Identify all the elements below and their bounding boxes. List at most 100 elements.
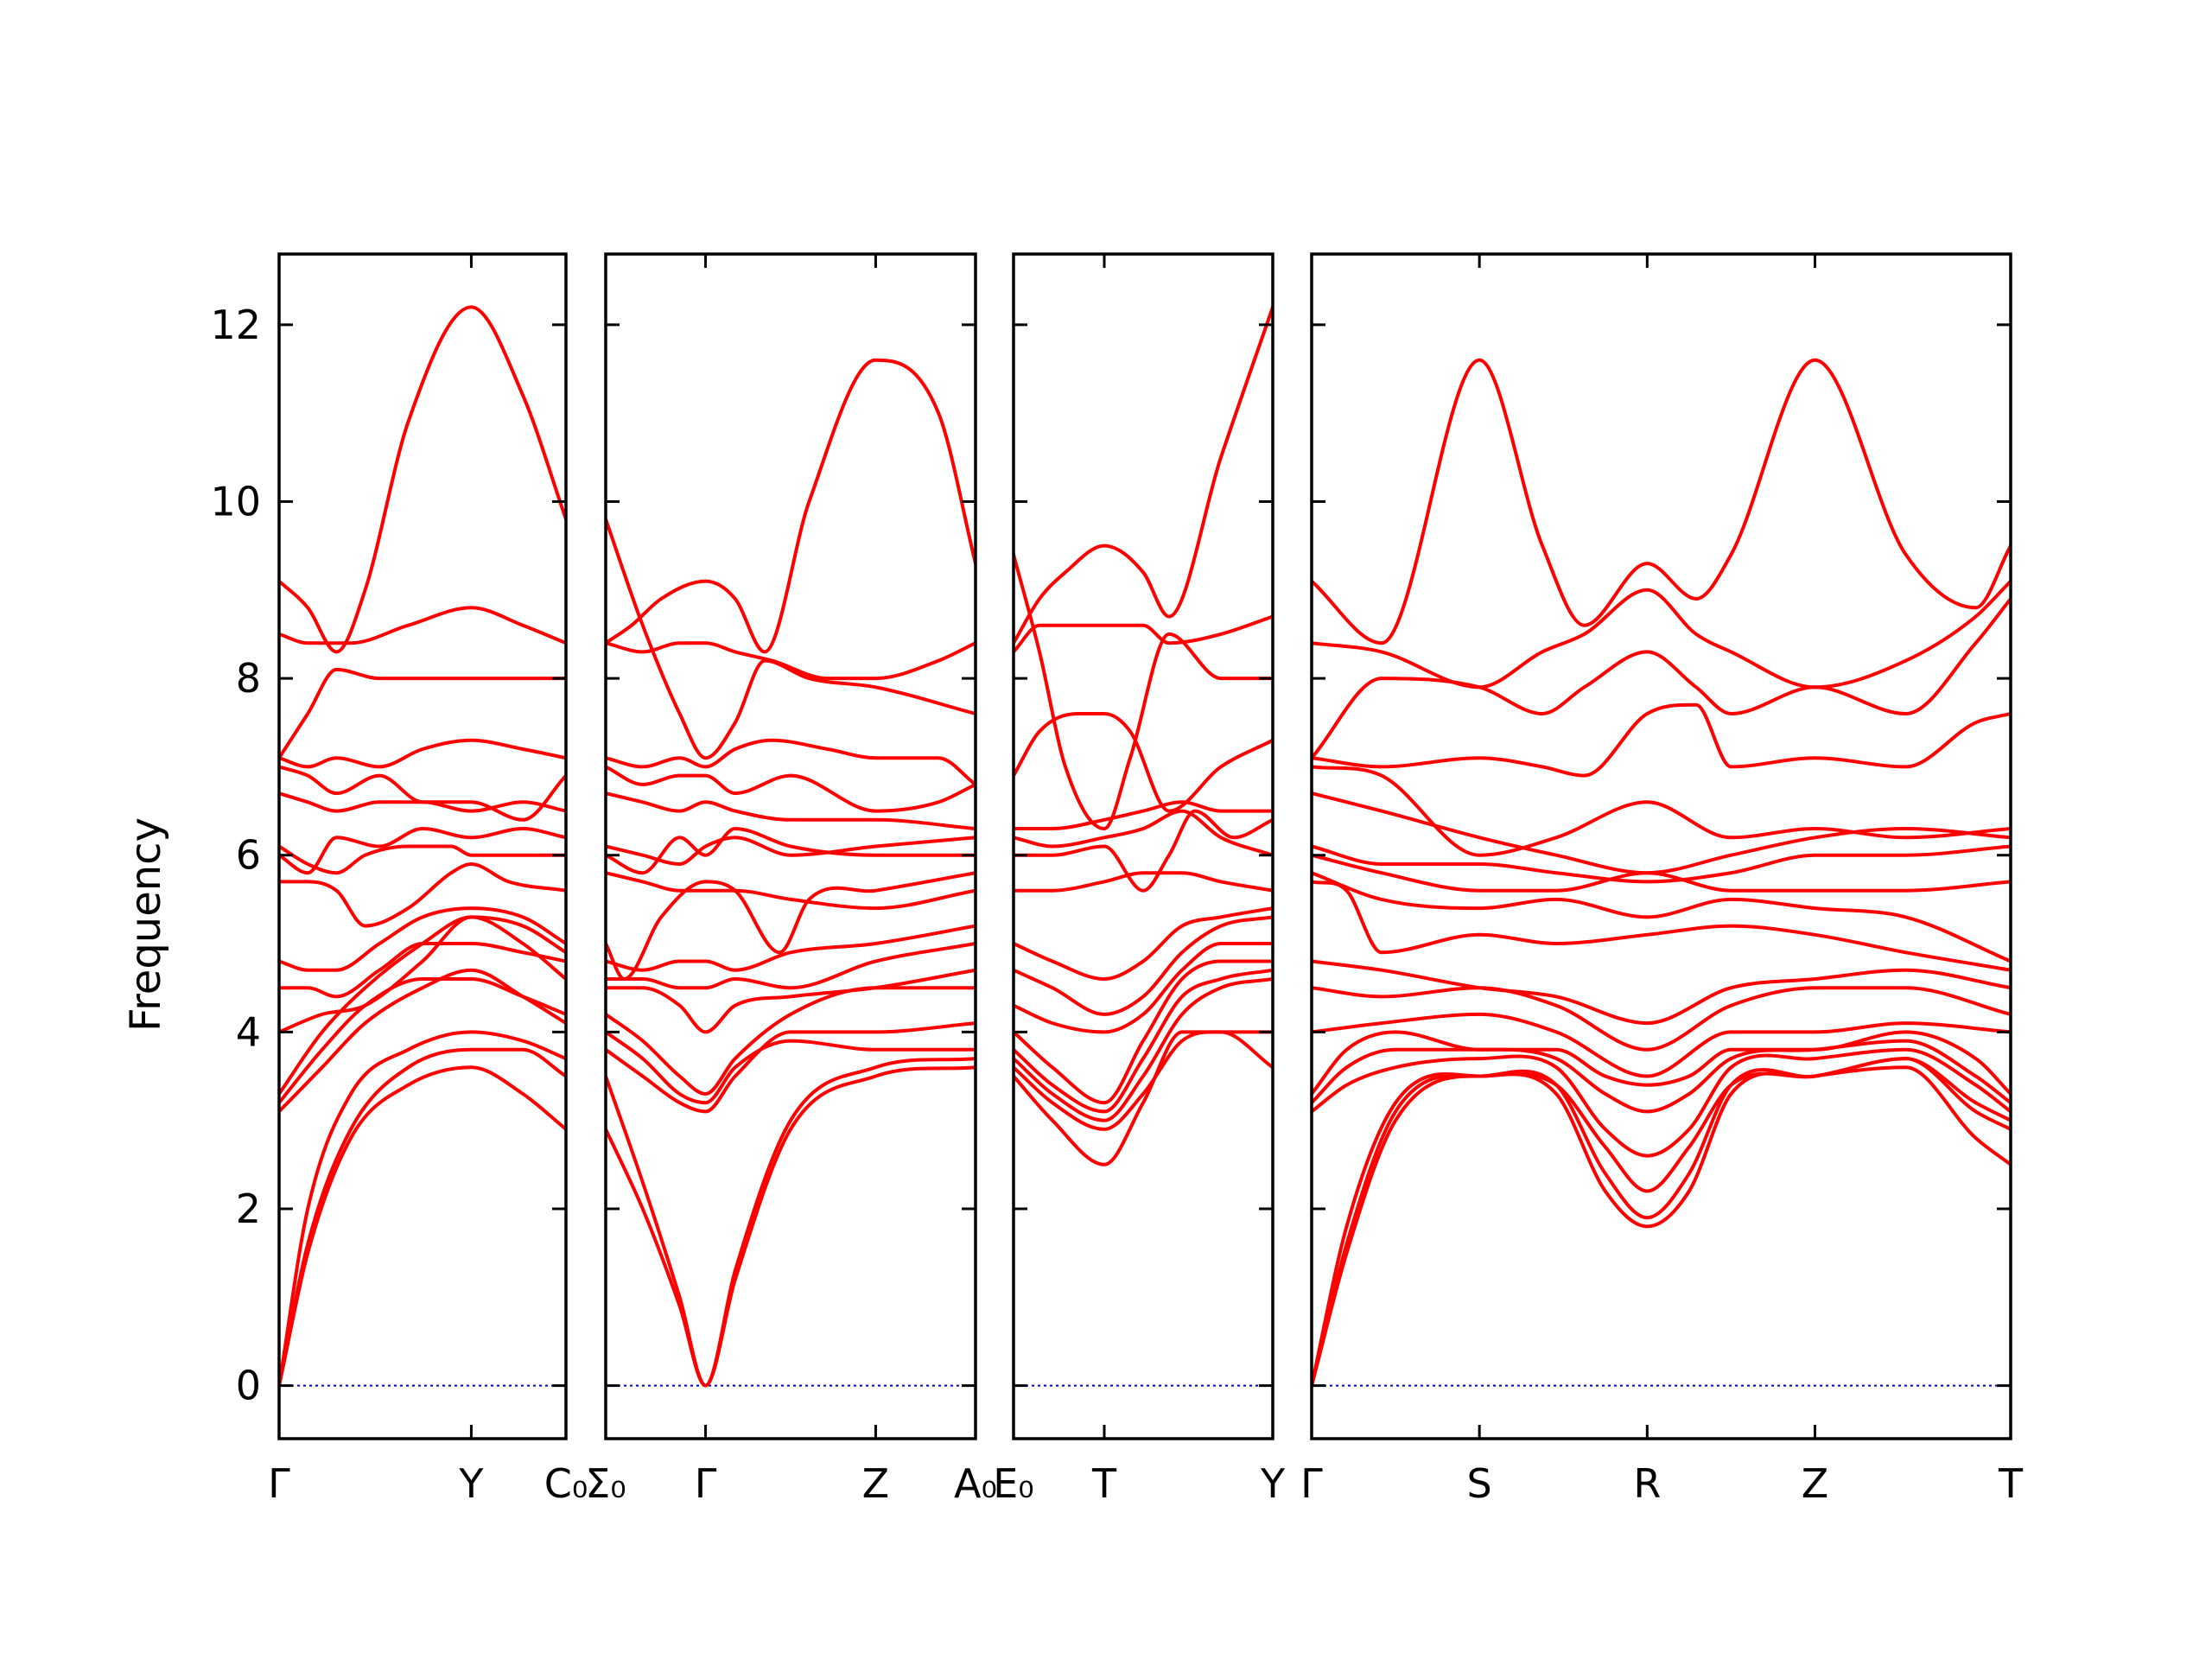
band-line-3 xyxy=(606,1021,976,1114)
band-line-4 xyxy=(1312,1047,2011,1158)
band-line-10 xyxy=(279,862,566,928)
band-line-5 xyxy=(1312,1039,2011,1114)
band-line-10 xyxy=(1014,809,1273,893)
panel-frame xyxy=(1012,252,1274,1440)
band-line-1 xyxy=(606,1065,976,1388)
bands xyxy=(1312,358,2011,1388)
panel-frame xyxy=(604,252,977,1440)
y-tick-label: 6 xyxy=(236,832,261,879)
band-line-11 xyxy=(279,844,566,875)
x-tick-label: S xyxy=(1467,1460,1492,1507)
band-line-15 xyxy=(606,738,976,786)
x-tick-label: Y xyxy=(1260,1460,1286,1507)
bands xyxy=(1014,305,1273,1166)
bands xyxy=(279,305,566,1388)
panel-2: Σ₀ Γ Z A₀ xyxy=(585,252,997,1507)
band-line-13 xyxy=(279,791,566,813)
band-line-10 xyxy=(606,871,976,911)
band-line-6 xyxy=(606,968,976,1034)
band-line-8 xyxy=(279,942,566,999)
band-line-13 xyxy=(1312,844,2011,884)
band-line-16 xyxy=(279,667,566,760)
band-line-3 xyxy=(279,1030,566,1388)
band-line-19 xyxy=(1312,358,2011,645)
band-line-14 xyxy=(1014,552,1273,830)
panel-frame xyxy=(277,252,568,1440)
band-line-16 xyxy=(606,517,976,760)
x-tick-label: E₀ xyxy=(993,1460,1034,1507)
x-tick-label: Z xyxy=(862,1460,890,1507)
band-line-12 xyxy=(279,827,566,875)
band-line-14 xyxy=(606,765,976,813)
band-line-9 xyxy=(606,871,976,981)
band-line-1 xyxy=(279,1065,566,1388)
band-line-16 xyxy=(1014,305,1273,645)
y-tick-label: 0 xyxy=(236,1363,261,1409)
x-tick-label: Γ xyxy=(268,1460,290,1507)
band-line-2 xyxy=(1014,1030,1273,1131)
band-line-17 xyxy=(279,606,566,645)
band-line-11 xyxy=(1014,809,1273,857)
band-line-1 xyxy=(1014,1030,1273,1166)
x-tick-label: A₀ xyxy=(954,1460,997,1507)
band-line-16 xyxy=(1312,702,2011,778)
band-line-5 xyxy=(279,977,566,1105)
band-line-11 xyxy=(1312,871,2011,963)
y-tick-label: 4 xyxy=(236,1008,261,1055)
band-line-15 xyxy=(1312,765,2011,857)
x-tick-label: R xyxy=(1633,1460,1661,1507)
band-line-7 xyxy=(606,942,976,990)
band-line-5 xyxy=(1014,959,1273,1105)
band-line-6 xyxy=(1312,1030,2011,1096)
band-line-18 xyxy=(1312,579,2011,690)
x-tick-label: T xyxy=(1091,1460,1117,1507)
bands xyxy=(606,358,976,1388)
band-line-8 xyxy=(606,924,976,972)
x-tick-label: Z xyxy=(1802,1460,1829,1507)
y-tick-label: 10 xyxy=(210,478,261,524)
band-line-3 xyxy=(1014,977,1273,1122)
band-line-2 xyxy=(279,1047,566,1388)
band-line-14 xyxy=(1312,791,2011,875)
x-tick-label: Σ₀ xyxy=(585,1460,626,1507)
x-tick-label: C₀ xyxy=(544,1460,588,1507)
band-line-9 xyxy=(1014,871,1273,893)
band-line-2 xyxy=(606,1057,976,1388)
band-line-3 xyxy=(1312,1057,2011,1388)
band-line-8 xyxy=(1014,906,1273,981)
x-tick-label: Γ xyxy=(1300,1460,1323,1507)
band-line-18 xyxy=(279,305,566,654)
band-line-9 xyxy=(1312,959,2011,1026)
band-line-13 xyxy=(606,791,976,830)
band-line-4 xyxy=(606,1030,976,1105)
band-line-8 xyxy=(1312,986,2011,1052)
panel-frame xyxy=(1310,252,2012,1440)
band-line-18 xyxy=(606,358,976,654)
band-line-15 xyxy=(1014,614,1273,654)
band-line-7 xyxy=(279,915,566,1034)
y-axis-title: Frequency xyxy=(122,817,170,1032)
y-tick-label: 2 xyxy=(236,1185,261,1232)
band-line-11 xyxy=(606,827,976,875)
band-line-9 xyxy=(279,906,566,972)
band-line-14 xyxy=(279,765,566,822)
x-tick-label: Y xyxy=(458,1460,484,1507)
band-line-6 xyxy=(1014,942,1273,1034)
panel-3: E₀ T Y xyxy=(993,252,1286,1507)
x-tick-label: Γ xyxy=(695,1460,717,1507)
band-line-13 xyxy=(1014,712,1273,813)
x-tick-label: T xyxy=(1998,1460,2024,1507)
band-line-1 xyxy=(1312,1065,2011,1388)
band-line-7 xyxy=(1312,1012,2011,1078)
band-line-10 xyxy=(1312,880,2011,972)
y-tick-label: 8 xyxy=(236,655,261,702)
band-line-12 xyxy=(1014,800,1273,830)
band-line-4 xyxy=(1014,968,1273,1114)
band-line-17 xyxy=(606,641,976,681)
band-line-12 xyxy=(606,836,976,866)
band-line-7 xyxy=(1014,915,1273,1016)
band-line-15 xyxy=(279,738,566,769)
